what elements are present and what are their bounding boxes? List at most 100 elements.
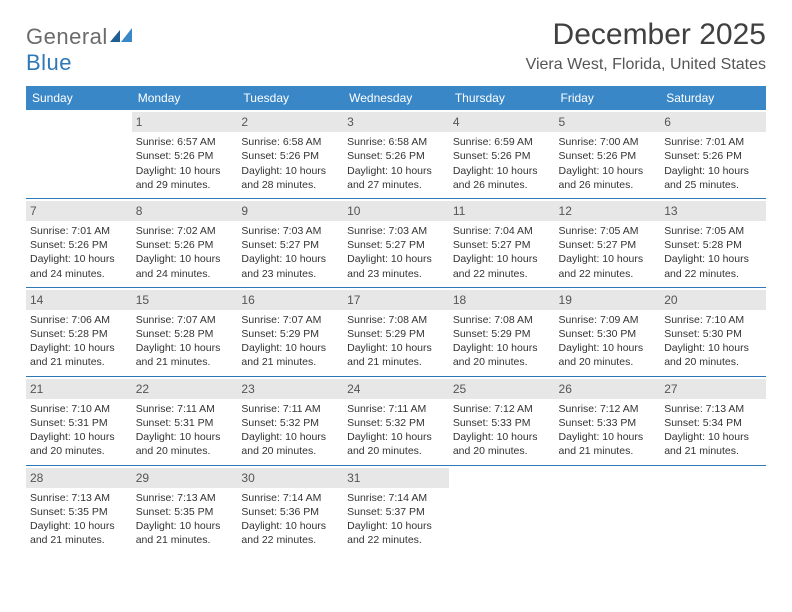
day-details: Sunrise: 7:11 AMSunset: 5:31 PMDaylight:… xyxy=(136,402,234,459)
day-header-row: SundayMondayTuesdayWednesdayThursdayFrid… xyxy=(26,86,766,110)
daylight-line: Daylight: 10 hours and 23 minutes. xyxy=(241,252,339,280)
daylight-line: Daylight: 10 hours and 26 minutes. xyxy=(559,164,657,192)
calendar-body: 1Sunrise: 6:57 AMSunset: 5:26 PMDaylight… xyxy=(26,110,766,553)
sunrise-line: Sunrise: 7:13 AM xyxy=(30,491,128,505)
calendar-head: SundayMondayTuesdayWednesdayThursdayFrid… xyxy=(26,86,766,110)
sunrise-line: Sunrise: 7:03 AM xyxy=(241,224,339,238)
calendar-week: 28Sunrise: 7:13 AMSunset: 5:35 PMDayligh… xyxy=(26,465,766,553)
sunrise-line: Sunrise: 7:14 AM xyxy=(241,491,339,505)
day-number: 9 xyxy=(237,201,343,221)
calendar-cell: 19Sunrise: 7:09 AMSunset: 5:30 PMDayligh… xyxy=(555,287,661,376)
daylight-line: Daylight: 10 hours and 26 minutes. xyxy=(453,164,551,192)
daylight-line: Daylight: 10 hours and 21 minutes. xyxy=(136,341,234,369)
sunrise-line: Sunrise: 6:57 AM xyxy=(136,135,234,149)
day-number: 30 xyxy=(237,468,343,488)
day-number: 7 xyxy=(26,201,132,221)
daylight-line: Daylight: 10 hours and 21 minutes. xyxy=(664,430,762,458)
sunrise-line: Sunrise: 7:12 AM xyxy=(559,402,657,416)
day-details: Sunrise: 7:12 AMSunset: 5:33 PMDaylight:… xyxy=(453,402,551,459)
calendar-cell: 13Sunrise: 7:05 AMSunset: 5:28 PMDayligh… xyxy=(660,198,766,287)
day-number: 18 xyxy=(449,290,555,310)
sunset-line: Sunset: 5:29 PM xyxy=(347,327,445,341)
calendar-table: SundayMondayTuesdayWednesdayThursdayFrid… xyxy=(26,86,766,553)
sunset-line: Sunset: 5:27 PM xyxy=(453,238,551,252)
sunrise-line: Sunrise: 7:07 AM xyxy=(241,313,339,327)
calendar-cell: 11Sunrise: 7:04 AMSunset: 5:27 PMDayligh… xyxy=(449,198,555,287)
day-number: 20 xyxy=(660,290,766,310)
day-header: Thursday xyxy=(449,86,555,110)
daylight-line: Daylight: 10 hours and 28 minutes. xyxy=(241,164,339,192)
sunset-line: Sunset: 5:30 PM xyxy=(664,327,762,341)
sunrise-line: Sunrise: 7:11 AM xyxy=(241,402,339,416)
day-number: 10 xyxy=(343,201,449,221)
calendar-cell: 31 Sunrise: 7:14 AMSunset: 5:37 PMDayligh… xyxy=(343,465,449,553)
day-number: 28 xyxy=(26,468,132,488)
daylight-line: Daylight: 10 hours and 21 minutes. xyxy=(30,519,128,547)
calendar-cell: 10Sunrise: 7:03 AMSunset: 5:27 PMDayligh… xyxy=(343,198,449,287)
day-details: Sunrise: 7:13 AMSunset: 5:35 PMDaylight:… xyxy=(136,491,234,548)
calendar-cell: 30 Sunrise: 7:14 AMSunset: 5:36 PMDayligh… xyxy=(237,465,343,553)
sunset-line: Sunset: 5:26 PM xyxy=(347,149,445,163)
day-details: Sunrise: 7:11 AMSunset: 5:32 PMDaylight:… xyxy=(347,402,445,459)
day-number: 26 xyxy=(555,379,661,399)
daylight-line: Daylight: 10 hours and 21 minutes. xyxy=(136,519,234,547)
day-details: Sunrise: 7:07 AMSunset: 5:28 PMDaylight:… xyxy=(136,313,234,370)
day-number: 23 xyxy=(237,379,343,399)
day-details: Sunrise: 7:08 AMSunset: 5:29 PMDaylight:… xyxy=(453,313,551,370)
day-details: Sunrise: 7:02 AMSunset: 5:26 PMDaylight:… xyxy=(136,224,234,281)
sunrise-line: Sunrise: 7:11 AM xyxy=(347,402,445,416)
daylight-line: Daylight: 10 hours and 20 minutes. xyxy=(30,430,128,458)
sunset-line: Sunset: 5:26 PM xyxy=(559,149,657,163)
sunrise-line: Sunrise: 7:08 AM xyxy=(453,313,551,327)
sunset-line: Sunset: 5:28 PM xyxy=(664,238,762,252)
day-details: Sunrise: 6:58 AMSunset: 5:26 PMDaylight:… xyxy=(241,135,339,192)
calendar-cell: 14Sunrise: 7:06 AMSunset: 5:28 PMDayligh… xyxy=(26,287,132,376)
day-details: Sunrise: 6:59 AMSunset: 5:26 PMDaylight:… xyxy=(453,135,551,192)
sunrise-line: Sunrise: 7:04 AM xyxy=(453,224,551,238)
day-details: Sunrise: 7:14 AMSunset: 5:36 PMDaylight:… xyxy=(241,491,339,548)
day-number: 21 xyxy=(26,379,132,399)
day-number: 13 xyxy=(660,201,766,221)
calendar-cell: 8 Sunrise: 7:02 AMSunset: 5:26 PMDaylight… xyxy=(132,198,238,287)
calendar-cell: 16Sunrise: 7:07 AMSunset: 5:29 PMDayligh… xyxy=(237,287,343,376)
sunrise-line: Sunrise: 7:03 AM xyxy=(347,224,445,238)
daylight-line: Daylight: 10 hours and 23 minutes. xyxy=(347,252,445,280)
daylight-line: Daylight: 10 hours and 20 minutes. xyxy=(453,341,551,369)
daylight-line: Daylight: 10 hours and 22 minutes. xyxy=(453,252,551,280)
calendar-cell: 1 Sunrise: 6:57 AMSunset: 5:26 PMDaylight… xyxy=(132,110,238,198)
day-details: Sunrise: 7:01 AMSunset: 5:26 PMDaylight:… xyxy=(30,224,128,281)
daylight-line: Daylight: 10 hours and 22 minutes. xyxy=(664,252,762,280)
sunrise-line: Sunrise: 7:10 AM xyxy=(30,402,128,416)
calendar-cell: 29Sunrise: 7:13 AMSunset: 5:35 PMDayligh… xyxy=(132,465,238,553)
day-number: 8 xyxy=(132,201,238,221)
day-details: Sunrise: 7:11 AMSunset: 5:32 PMDaylight:… xyxy=(241,402,339,459)
daylight-line: Daylight: 10 hours and 20 minutes. xyxy=(453,430,551,458)
sunset-line: Sunset: 5:26 PM xyxy=(241,149,339,163)
month-title: December 2025 xyxy=(526,18,766,52)
day-number: 31 xyxy=(343,468,449,488)
calendar-cell: 12Sunrise: 7:05 AMSunset: 5:27 PMDayligh… xyxy=(555,198,661,287)
calendar-cell: 25Sunrise: 7:12 AMSunset: 5:33 PMDayligh… xyxy=(449,376,555,465)
day-details: Sunrise: 7:12 AMSunset: 5:33 PMDaylight:… xyxy=(559,402,657,459)
calendar-cell: 7 Sunrise: 7:01 AMSunset: 5:26 PMDaylight… xyxy=(26,198,132,287)
sunrise-line: Sunrise: 7:12 AM xyxy=(453,402,551,416)
calendar-cell: 21Sunrise: 7:10 AMSunset: 5:31 PMDayligh… xyxy=(26,376,132,465)
day-header: Saturday xyxy=(660,86,766,110)
calendar-cell: 17Sunrise: 7:08 AMSunset: 5:29 PMDayligh… xyxy=(343,287,449,376)
day-number: 6 xyxy=(660,112,766,132)
day-details: Sunrise: 7:01 AMSunset: 5:26 PMDaylight:… xyxy=(664,135,762,192)
calendar-cell: 26 Sunrise: 7:12 AMSunset: 5:33 PMDayligh… xyxy=(555,376,661,465)
day-number: 1 xyxy=(132,112,238,132)
daylight-line: Daylight: 10 hours and 22 minutes. xyxy=(241,519,339,547)
sunset-line: Sunset: 5:32 PM xyxy=(347,416,445,430)
daylight-line: Daylight: 10 hours and 21 minutes. xyxy=(347,341,445,369)
sunrise-line: Sunrise: 7:10 AM xyxy=(664,313,762,327)
calendar-cell: 27Sunrise: 7:13 AMSunset: 5:34 PMDayligh… xyxy=(660,376,766,465)
sunset-line: Sunset: 5:29 PM xyxy=(241,327,339,341)
daylight-line: Daylight: 10 hours and 21 minutes. xyxy=(30,341,128,369)
day-details: Sunrise: 7:14 AMSunset: 5:37 PMDaylight:… xyxy=(347,491,445,548)
day-details: Sunrise: 6:57 AMSunset: 5:26 PMDaylight:… xyxy=(136,135,234,192)
sunrise-line: Sunrise: 7:08 AM xyxy=(347,313,445,327)
sunset-line: Sunset: 5:26 PM xyxy=(136,238,234,252)
title-block: December 2025 Viera West, Florida, Unite… xyxy=(526,18,766,74)
